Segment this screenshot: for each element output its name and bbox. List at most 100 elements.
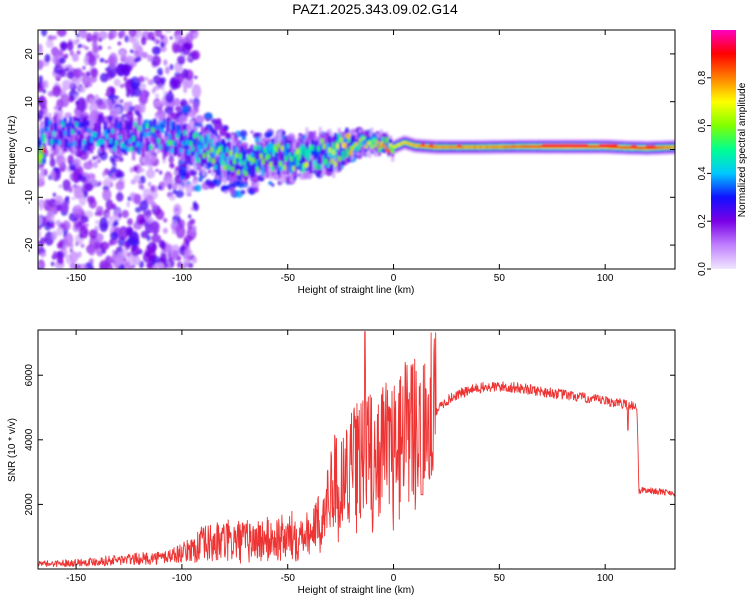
spectrum-band-cell: [234, 153, 239, 159]
spectrogram-x-label: Height of straight line (km): [298, 285, 415, 296]
spectrum-noise-blob: [168, 194, 176, 201]
spectrum-noise-blob: [92, 45, 99, 54]
spectrum-noise-blob: [38, 226, 42, 231]
spectrum-band-cell: [109, 139, 113, 149]
spectrum-band-cell: [147, 141, 151, 151]
spectrum-noise-blob: [108, 216, 113, 220]
spectrum-noise-blob: [154, 30, 162, 38]
spectrum-noise-blob: [167, 183, 173, 190]
spectrum-band-cell: [511, 145, 515, 149]
spectrum-noise-blob: [114, 168, 122, 179]
spectrum-band-cell: [600, 145, 604, 148]
spectrum-noise-blob: [52, 85, 62, 97]
y-tick-label: -10: [24, 190, 35, 205]
spectrum-band-cell: [507, 145, 511, 149]
spectrum-band-cell: [86, 119, 90, 140]
spectrum-noise-blob: [219, 128, 227, 136]
spectrum-noise-blob: [64, 67, 70, 72]
spectrum-band-cell: [63, 130, 67, 136]
spectrum-noise-blob: [124, 35, 130, 43]
spectrum-band-cell: [76, 129, 80, 135]
spectrum-noise-blob: [49, 157, 56, 168]
spectrum-noise-blob: [133, 255, 141, 266]
spectrum-band-cell: [341, 132, 345, 153]
spectrum-band-cell: [173, 141, 178, 147]
x-tick-label: -50: [280, 273, 295, 284]
spectrum-band-cell: [421, 144, 425, 148]
spectrum-noise-blob: [173, 249, 179, 258]
spectrum-noise-blob: [147, 181, 152, 187]
spectrum-band-cell: [282, 144, 286, 154]
spectrum-band-cell: [598, 145, 602, 148]
spectrum-noise-blob: [108, 30, 117, 39]
spectrum-band-cell: [217, 157, 221, 172]
spectrum-band-cell: [250, 155, 254, 165]
spectrum-noise-blob: [66, 40, 74, 52]
spectrum-noise-blob: [146, 216, 154, 224]
spectrum-band-cell: [253, 145, 258, 151]
spectrum-band-cell: [177, 143, 181, 158]
spectrum-noise-blob: [69, 50, 75, 57]
spectrum-band-cell: [391, 149, 395, 154]
spectrum-band-cell: [318, 132, 322, 153]
spectrum-band-cell: [213, 147, 218, 168]
spectrum-band-cell: [38, 154, 42, 160]
spectrum-band-cell: [202, 132, 206, 154]
spectrum-noise-blob: [83, 190, 88, 198]
spectrum-band-cell: [103, 130, 107, 136]
spectrum-band-cell: [90, 137, 94, 143]
spectrum-band-cell: [213, 164, 218, 170]
spectrum-band-cell: [130, 146, 134, 152]
spectrum-band-cell: [558, 145, 562, 148]
spectrum-noise-blob: [164, 106, 174, 115]
spectrum-band-cell: [644, 146, 648, 150]
spectrum-noise-blob: [94, 53, 100, 60]
spectrum-band-cell: [322, 144, 326, 150]
spectrum-band-cell: [78, 122, 82, 129]
spectrum-noise-blob: [119, 99, 124, 104]
spectrum-noise-blob: [135, 206, 142, 213]
spectrum-band-cell: [629, 146, 633, 149]
spectrum-band-cell: [278, 161, 282, 167]
spectrum-band-cell: [514, 145, 519, 148]
spectrum-noise-blob: [141, 51, 149, 59]
spectrum-band-cell: [152, 118, 157, 128]
spectrum-noise-blob: [119, 156, 124, 162]
x-tick-label: 0: [391, 573, 397, 584]
spectrum-band-cell: [261, 149, 265, 164]
spectrum-band-cell: [272, 156, 277, 170]
spectrum-band-cell: [122, 143, 126, 150]
spectrum-band-cell: [109, 124, 113, 139]
spectrum-noise-blob: [59, 41, 68, 50]
spectrum-band-cell: [61, 134, 65, 155]
spectrum-noise-blob: [65, 196, 70, 200]
spectrum-noise-blob: [192, 203, 200, 212]
spectrum-band-cell: [657, 146, 661, 149]
spectrum-band-cell: [238, 166, 242, 180]
spectrum-band-cell: [172, 127, 176, 142]
spectrum-band-cell: [408, 142, 412, 146]
spectrum-noise-blob: [117, 41, 122, 46]
spectrum-band-cell: [263, 147, 267, 153]
spectrum-band-cell: [387, 142, 391, 150]
spectrum-noise-blob: [191, 225, 197, 233]
spectrum-noise-blob: [82, 228, 87, 235]
spectrum-noise-blob: [191, 256, 198, 264]
spectrum-band-cell: [337, 151, 341, 172]
spectrum-band-cell: [551, 145, 555, 148]
spectrum-noise-blob: [52, 198, 56, 204]
spectrum-noise-blob: [139, 83, 147, 91]
spectrum-noise-blob: [52, 192, 57, 198]
spectrum-band-cell: [196, 157, 200, 164]
spectrum-band-cell: [524, 145, 528, 148]
spectrum-band-cell: [431, 145, 435, 149]
spectrum-band-cell: [48, 136, 52, 146]
spectrum-band-cell: [330, 158, 334, 173]
spectrum-band-cell: [391, 145, 395, 152]
spectrum-band-cell: [396, 143, 400, 147]
spectrum-band-cell: [556, 145, 560, 148]
spectrum-noise-blob: [93, 241, 100, 250]
spectrum-band-cell: [53, 122, 58, 133]
spectrum-band-cell: [564, 145, 568, 148]
spectrum-noise-blob: [249, 144, 255, 150]
